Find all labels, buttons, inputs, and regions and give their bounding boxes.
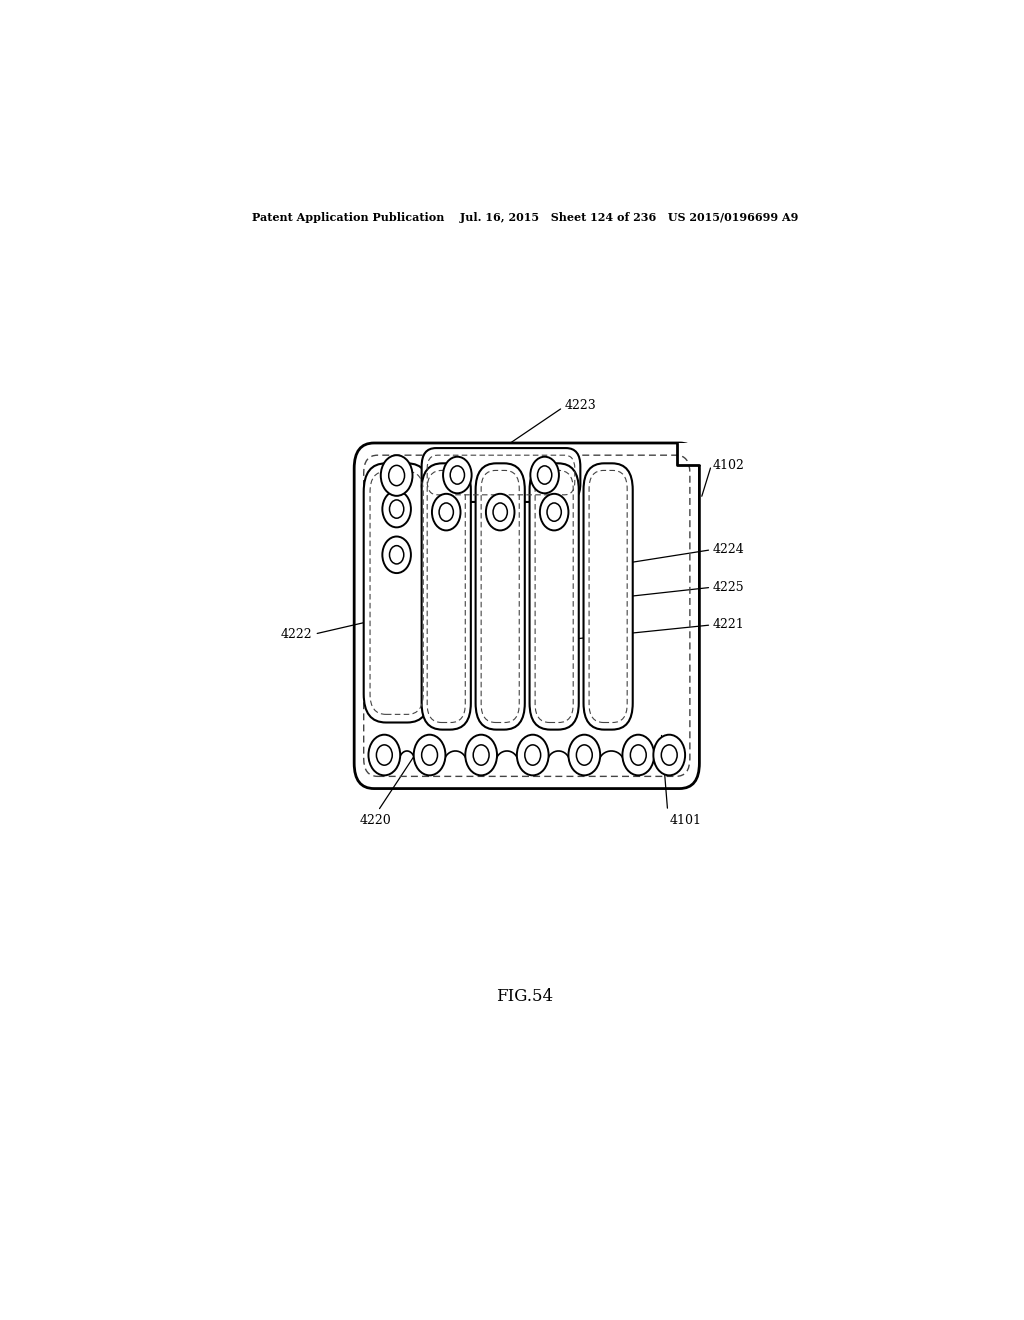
Text: 4220: 4220 (359, 814, 391, 826)
Circle shape (382, 491, 411, 528)
Circle shape (653, 735, 685, 775)
Circle shape (389, 545, 403, 564)
Circle shape (381, 455, 413, 496)
Text: Patent Application Publication    Jul. 16, 2015   Sheet 124 of 236   US 2015/019: Patent Application Publication Jul. 16, … (252, 211, 798, 223)
Text: 4221: 4221 (713, 619, 744, 631)
Circle shape (631, 744, 646, 766)
Circle shape (451, 466, 465, 484)
Text: 4224: 4224 (713, 544, 744, 556)
Circle shape (568, 735, 600, 775)
Circle shape (389, 466, 404, 486)
Circle shape (439, 503, 454, 521)
Text: 4102: 4102 (713, 459, 744, 471)
Circle shape (465, 735, 497, 775)
Circle shape (443, 457, 472, 494)
Circle shape (538, 466, 552, 484)
FancyBboxPatch shape (422, 447, 581, 502)
Text: 4101: 4101 (670, 814, 701, 826)
Circle shape (432, 494, 461, 531)
Circle shape (623, 735, 654, 775)
Circle shape (414, 735, 445, 775)
FancyBboxPatch shape (364, 463, 430, 722)
Bar (677, 444, 708, 466)
Text: 4223: 4223 (564, 399, 596, 412)
Circle shape (494, 503, 507, 521)
Circle shape (422, 744, 437, 766)
Circle shape (369, 735, 400, 775)
FancyBboxPatch shape (422, 463, 471, 730)
Text: 4225: 4225 (713, 581, 744, 594)
Circle shape (382, 536, 411, 573)
FancyBboxPatch shape (475, 463, 524, 730)
Circle shape (525, 744, 541, 766)
Circle shape (540, 494, 568, 531)
Circle shape (662, 744, 677, 766)
Circle shape (517, 735, 549, 775)
FancyBboxPatch shape (584, 463, 633, 730)
Circle shape (389, 500, 403, 519)
Circle shape (577, 744, 592, 766)
FancyBboxPatch shape (529, 463, 579, 730)
Circle shape (486, 494, 514, 531)
Circle shape (547, 503, 561, 521)
Circle shape (530, 457, 559, 494)
Circle shape (473, 744, 489, 766)
Text: FIG.54: FIG.54 (497, 989, 553, 1006)
Text: 4222: 4222 (281, 627, 312, 640)
Circle shape (377, 744, 392, 766)
FancyBboxPatch shape (354, 444, 699, 788)
